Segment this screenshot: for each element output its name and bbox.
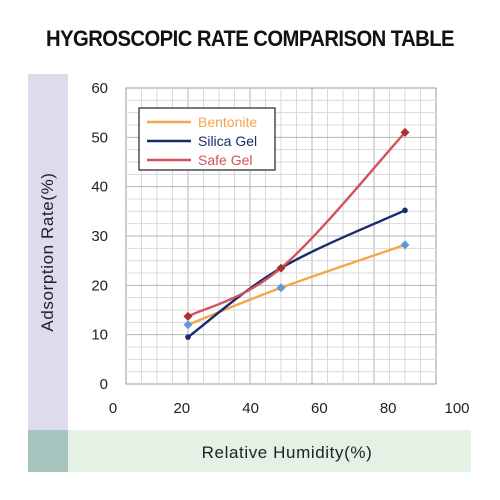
x-axis-label: Relative Humidity(%) [202,443,373,462]
silica-gel-point [402,207,408,214]
safe-gel-point [400,127,410,137]
safe-gel-line [186,131,407,318]
safe-gel-point [276,263,286,273]
y-tick-labels: 0 10 20 30 40 50 60 [91,80,108,393]
bentonite-point [400,240,410,250]
x-tick-label: 100 [444,400,469,417]
x-axis-label-band [68,430,471,472]
y-tick-label: 60 [91,80,108,97]
x-tick-labels: 0 20 40 60 80 100 [109,400,470,417]
x-tick-label: 20 [173,400,190,417]
legend-label: Bentonite [198,114,257,130]
y-tick-label: 40 [91,179,108,196]
series-markers [183,127,410,340]
legend-label: Safe Gel [198,152,252,168]
y-tick-label: 10 [91,327,108,344]
y-tick-label: 50 [91,129,108,146]
y-tick-label: 20 [91,277,108,294]
y-tick-label: 0 [100,376,108,393]
chart-title: HYGROSCOPIC RATE COMPARISON TABLE [46,26,455,51]
x-tick-label: 0 [109,400,117,417]
y-axis-label-band [28,74,68,430]
legend-label: Silica Gel [198,133,257,149]
silica-gel-point [185,334,191,340]
corner-band [28,430,68,472]
bentonite-point [276,283,286,293]
y-tick-label: 30 [91,228,108,245]
x-tick-label: 40 [242,400,259,417]
legend: Bentonite Silica Gel Safe Gel [138,107,276,171]
y-axis-label: Adsorption Rate(%) [38,172,57,331]
bentonite-point [183,320,193,330]
x-tick-label: 80 [380,400,397,417]
x-tick-label: 60 [311,400,328,417]
safe-gel-point [183,311,193,321]
